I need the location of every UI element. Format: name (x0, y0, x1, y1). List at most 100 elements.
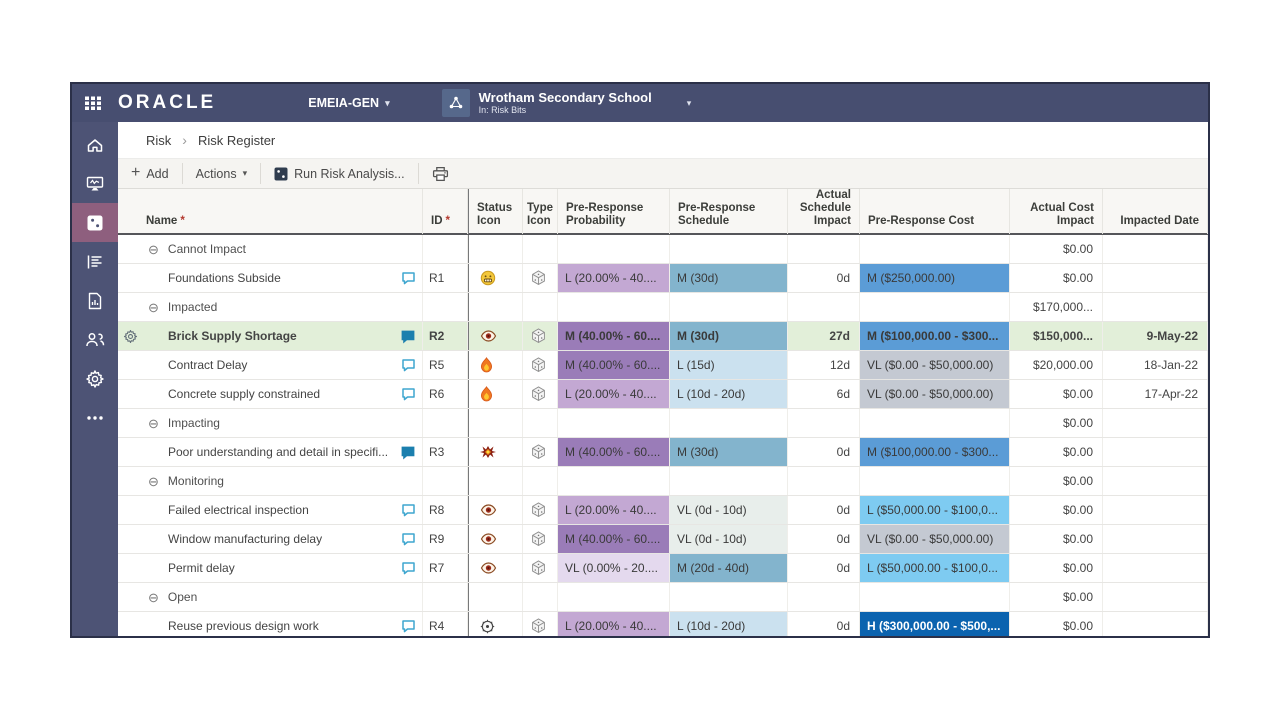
sidebar-item-more[interactable] (72, 398, 118, 437)
sidebar-item-dashboards[interactable] (72, 164, 118, 203)
group-row-cannot-impact[interactable]: ⊖ Cannot Impact $0.00 (118, 235, 1208, 264)
cost-cell[interactable]: VL ($0.00 - $50,000.00) (860, 351, 1009, 379)
group-row-monitoring[interactable]: ⊖ Monitoring $0.00 (118, 467, 1208, 496)
eye-icon (480, 330, 497, 342)
project-selector[interactable]: Wrotham Secondary School In: Risk Bits ▾ (441, 89, 691, 117)
comment-filled-icon[interactable] (400, 329, 416, 344)
sidebar-item-settings[interactable] (72, 359, 118, 398)
column-header-impacted_date[interactable]: Impacted Date (1103, 189, 1208, 234)
comment-outline-icon[interactable] (401, 503, 416, 517)
risk-name-cell: Poor understanding and detail in specifi… (143, 438, 423, 466)
cost-cell[interactable]: M ($250,000.00) (860, 264, 1009, 292)
risk-id: R1 (423, 264, 468, 292)
add-button[interactable]: + Add (118, 159, 182, 188)
probability-cell[interactable]: VL (0.00% - 20.... (558, 554, 669, 582)
risk-row-R7[interactable]: Permit delay R7 VL (0.00% - 20.... M (20d -… (118, 554, 1208, 583)
risk-row-R6[interactable]: Concrete supply constrained R6 L (20.00% -… (118, 380, 1208, 409)
impacted-date-cell: 9-May-22 (1103, 322, 1208, 350)
schedule-cell[interactable]: L (15d) (670, 351, 787, 379)
comment-outline-icon[interactable] (401, 358, 416, 372)
project-context: In: Risk Bits (478, 104, 527, 115)
cost-cell[interactable]: VL ($0.00 - $50,000.00) (860, 380, 1009, 408)
cost-cell[interactable]: H ($300,000.00 - $500,... (860, 612, 1009, 636)
breadcrumb-risk[interactable]: Risk (146, 132, 172, 148)
risk-name: Window manufacturing delay (168, 532, 323, 546)
run-risk-analysis-button[interactable]: Run Risk Analysis... (261, 159, 417, 188)
risk-row-R5[interactable]: Contract Delay R5 M (40.00% - 60.... L (15d… (118, 351, 1208, 380)
comment-outline-icon[interactable] (401, 561, 416, 575)
schedule-cell[interactable]: M (20d - 40d) (670, 554, 787, 582)
cost-cell[interactable]: M ($100,000.00 - $300... (860, 322, 1009, 350)
risk-row-R3[interactable]: Poor understanding and detail in specifi… (118, 438, 1208, 467)
risk-row-R9[interactable]: Window manufacturing delay R9 M (40.00% - … (118, 525, 1208, 554)
row-settings-gear-icon[interactable] (123, 329, 138, 344)
column-header-name[interactable]: Name * (143, 189, 423, 234)
schedule-impact-cell: 0d (788, 264, 860, 292)
schedule-cell[interactable]: M (30d) (670, 264, 787, 292)
collapse-icon[interactable]: ⊖ (148, 415, 159, 431)
group-row-impacting[interactable]: ⊖ Impacting $0.00 (118, 409, 1208, 438)
sidebar-item-reports[interactable] (72, 281, 118, 320)
probability-cell[interactable]: M (40.00% - 60.... (558, 322, 669, 350)
probability-cell[interactable]: M (40.00% - 60.... (558, 438, 669, 466)
workspace-selector[interactable]: EMEIA-GEN ▾ (308, 96, 389, 110)
collapse-icon[interactable]: ⊖ (148, 589, 159, 605)
column-header-schedule[interactable]: Pre-Response Schedule (670, 189, 788, 234)
actions-label: Actions (195, 166, 237, 181)
cost-cell[interactable]: VL ($0.00 - $50,000.00) (860, 525, 1009, 553)
cost-cell[interactable]: L ($50,000.00 - $100,0... (860, 496, 1009, 524)
comment-outline-icon[interactable] (401, 619, 416, 633)
schedule-cell[interactable]: L (10d - 20d) (670, 380, 787, 408)
schedule-cell[interactable]: L (10d - 20d) (670, 612, 787, 636)
sidebar-item-team[interactable] (72, 320, 118, 359)
column-header-status[interactable]: Status Icon (468, 189, 523, 234)
group-row-impacted[interactable]: ⊖ Impacted $170,000... (118, 293, 1208, 322)
sidebar-item-register[interactable] (72, 242, 118, 281)
sidebar-item-risks[interactable] (72, 203, 118, 242)
cost-cell[interactable]: M ($100,000.00 - $300... (860, 438, 1009, 466)
collapse-icon[interactable]: ⊖ (148, 473, 159, 489)
comment-outline-icon[interactable] (401, 271, 416, 285)
probability-cell[interactable]: L (20.00% - 40.... (558, 380, 669, 408)
risk-name: Poor understanding and detail in specifi… (168, 445, 389, 459)
group-row-open[interactable]: ⊖ Open $0.00 (118, 583, 1208, 612)
column-header-schedule_impact[interactable]: Actual Schedule Impact (788, 189, 860, 234)
risk-row-R1[interactable]: Foundations Subside R1 L (20.00% - 40.... M… (118, 264, 1208, 293)
probability-cell[interactable]: L (20.00% - 40.... (558, 496, 669, 524)
risk-register-grid: Name * ID * Status Icon Type Icon Pre-Response… (118, 189, 1208, 636)
risk-name: Contract Delay (168, 358, 248, 372)
column-header-type[interactable]: Type Icon (523, 189, 558, 234)
app-waffle-icon[interactable] (82, 92, 104, 114)
risk-row-R8[interactable]: Failed electrical inspection R8 L (20.00% … (118, 496, 1208, 525)
risk-id: R6 (423, 380, 468, 408)
probability-cell[interactable]: M (40.00% - 60.... (558, 525, 669, 553)
toolbar-divider (181, 163, 183, 184)
schedule-cell[interactable]: M (30d) (670, 438, 787, 466)
column-header-cost[interactable]: Pre-Response Cost (860, 189, 1010, 234)
risk-id: R3 (423, 438, 468, 466)
eye-icon (480, 562, 497, 574)
probability-cell[interactable]: L (20.00% - 40.... (558, 264, 669, 292)
risk-row-R2[interactable]: Brick Supply Shortage R2 M (40.00% - 60...… (118, 322, 1208, 351)
comment-outline-icon[interactable] (401, 532, 416, 546)
sidebar-item-home[interactable] (72, 125, 118, 164)
impacted-date-cell (1103, 612, 1208, 636)
collapse-icon[interactable]: ⊖ (148, 241, 159, 257)
schedule-cell[interactable]: M (30d) (670, 322, 787, 350)
comment-filled-icon[interactable] (400, 445, 416, 460)
column-header-id[interactable]: ID * (423, 189, 468, 234)
risk-row-R4[interactable]: Reuse previous design work R4 L (20.00% - … (118, 612, 1208, 636)
cost-impact-cell: $0.00 (1010, 380, 1103, 408)
cost-cell[interactable]: L ($50,000.00 - $100,0... (860, 554, 1009, 582)
probability-cell[interactable]: L (20.00% - 40.... (558, 612, 669, 636)
schedule-cell[interactable]: VL (0d - 10d) (670, 496, 787, 524)
actions-dropdown-button[interactable]: Actions ▾ (183, 159, 261, 188)
print-button[interactable] (419, 159, 462, 188)
schedule-cell[interactable]: VL (0d - 10d) (670, 525, 787, 553)
comment-outline-icon[interactable] (401, 387, 416, 401)
collapse-icon[interactable]: ⊖ (148, 299, 159, 315)
column-header-probability[interactable]: Pre-Response Probability (558, 189, 670, 234)
required-asterisk: * (445, 215, 450, 228)
probability-cell[interactable]: M (40.00% - 60.... (558, 351, 669, 379)
column-header-cost_impact[interactable]: Actual Cost Impact (1010, 189, 1103, 234)
